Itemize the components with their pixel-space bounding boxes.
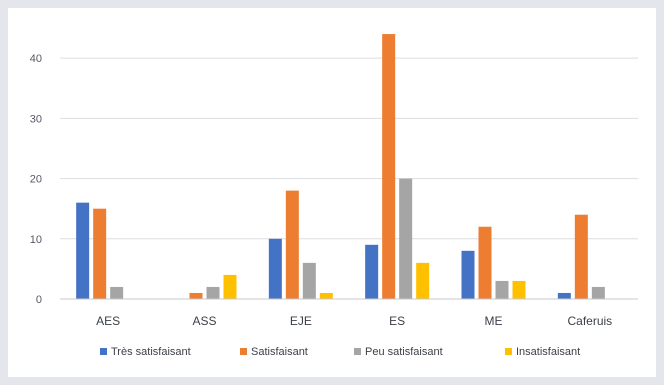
y-tick-label: 30 [30,113,42,125]
bar-très-satisfaisant [76,202,90,299]
bar-insatisfaisant [416,262,430,299]
legend-swatch [100,348,107,355]
bar-satisfaisant [382,34,396,299]
x-axis-categories: AES ASS EJE ES ME Caferuis [96,314,612,328]
bar-peu-satisfaisant [495,280,509,299]
legend-label: Peu satisfaisant [365,346,443,358]
bar-peu-satisfaisant [399,178,413,299]
x-category-label: ME [485,314,503,328]
legend-label: Satisfaisant [251,346,308,358]
bar-chart: 0 10 20 30 40 AES ASS EJE ES ME Caferuis Très sat… [30,34,638,358]
bar-très-satisfaisant [461,250,475,299]
legend-swatch [354,348,361,355]
bars [76,34,605,299]
y-tick-label: 20 [30,174,42,186]
legend-item: Satisfaisant [240,346,308,358]
x-category-label: ES [389,314,405,328]
x-category-label: AES [96,314,120,328]
legend-swatch [505,348,512,355]
legend-swatch [240,348,247,355]
legend: Très satisfaisant Satisfaisant Peu satisfa… [100,346,580,358]
bar-peu-satisfaisant [302,262,316,299]
legend-item: Peu satisfaisant [354,346,443,358]
y-tick-label: 0 [36,294,42,306]
legend-label: Insatisfaisant [516,346,580,358]
y-tick-label: 10 [30,234,42,246]
bar-satisfaisant [189,292,203,299]
y-axis-ticks: 0 10 20 30 40 [30,53,42,306]
bar-très-satisfaisant [557,292,571,299]
bar-peu-satisfaisant [591,286,605,299]
bar-insatisfaisant [319,292,333,299]
legend-item: Très satisfaisant [100,346,191,358]
gridlines [60,57,638,240]
bar-peu-satisfaisant [110,286,124,299]
bar-insatisfaisant [512,280,526,299]
bar-satisfaisant [478,226,492,299]
y-tick-label: 40 [30,53,42,65]
bar-satisfaisant [574,214,588,299]
chart-panel: 0 10 20 30 40 AES ASS EJE ES ME Caferuis Très sat… [8,8,656,377]
x-category-label: ASS [192,314,216,328]
x-category-label: Caferuis [567,314,612,328]
bar-insatisfaisant [223,274,237,299]
bar-très-satisfaisant [268,238,282,299]
bar-satisfaisant [93,208,107,299]
legend-item: Insatisfaisant [505,346,580,358]
bar-très-satisfaisant [365,244,379,299]
legend-label: Très satisfaisant [111,346,191,358]
bar-peu-satisfaisant [206,286,220,299]
bar-satisfaisant [285,190,299,299]
x-category-label: EJE [290,314,312,328]
